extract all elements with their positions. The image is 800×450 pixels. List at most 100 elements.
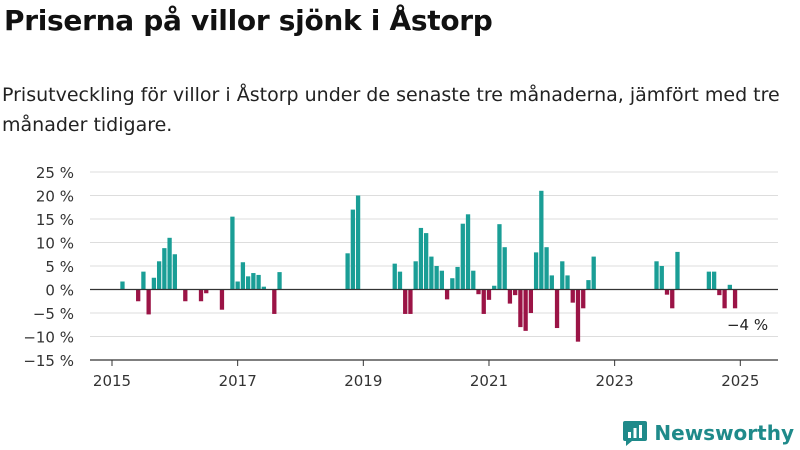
bar <box>230 216 235 290</box>
brand-name: Newsworthy <box>654 421 794 445</box>
bar <box>245 276 251 290</box>
bar <box>167 237 172 290</box>
y-tick-label: 0 % <box>45 282 74 300</box>
bar <box>518 289 523 328</box>
bar <box>460 223 465 290</box>
bar <box>706 271 712 290</box>
bar <box>711 271 717 290</box>
y-tick-label: −5 % <box>33 305 74 323</box>
bar <box>533 252 539 290</box>
bar <box>156 261 162 290</box>
bar <box>136 289 141 302</box>
bar <box>219 289 225 310</box>
bar <box>581 289 586 309</box>
bars <box>120 190 738 342</box>
bar <box>355 195 361 290</box>
bar <box>198 289 204 302</box>
bar <box>492 285 497 290</box>
bar <box>722 289 727 309</box>
bar <box>429 256 434 290</box>
bar <box>397 271 403 290</box>
bar <box>418 227 424 290</box>
x-tick-label: 2023 <box>596 372 634 390</box>
bar <box>664 289 670 295</box>
bar <box>403 289 408 314</box>
bar <box>486 289 492 300</box>
bar <box>450 278 455 290</box>
bar <box>497 224 502 290</box>
x-tick-label: 2015 <box>93 372 131 390</box>
bar <box>183 289 188 302</box>
y-tick-label: 20 % <box>36 188 74 206</box>
bar <box>345 253 350 290</box>
bar <box>481 289 486 314</box>
y-tick-label: 15 % <box>36 211 74 229</box>
bar <box>204 289 209 294</box>
x-axis: 2015 2017 2019 2021 2023 2025 <box>90 359 778 390</box>
bar <box>146 289 151 315</box>
bar <box>502 247 507 290</box>
bar <box>277 272 282 290</box>
bar <box>392 263 397 290</box>
bar <box>575 289 581 342</box>
bar <box>591 256 596 290</box>
x-tick-label: 2019 <box>344 372 382 390</box>
bar <box>251 273 256 290</box>
page-title: Priserna på villor sjönk i Åstorp <box>4 4 493 37</box>
bar <box>732 289 738 309</box>
bar <box>586 280 591 290</box>
bar <box>424 233 429 290</box>
y-axis-ticks: 25 % 20 % 15 % 10 % 5 % 0 % −5 % −10 % −15 % <box>23 164 74 370</box>
bar <box>465 214 471 290</box>
bar <box>444 289 450 300</box>
bar <box>261 286 266 290</box>
bar <box>256 274 261 290</box>
page-subtitle: Prisutveckling för villor i Åstorp under… <box>2 84 780 136</box>
bar <box>413 261 418 290</box>
grid-lines <box>90 171 778 361</box>
bar <box>151 277 157 290</box>
bar <box>120 281 125 290</box>
bar <box>528 289 534 313</box>
bar <box>272 289 277 314</box>
x-tick-label: 2017 <box>219 372 257 390</box>
y-tick-label: 5 % <box>45 258 74 276</box>
bar <box>162 248 167 290</box>
bar <box>513 289 518 296</box>
bar <box>455 266 460 290</box>
bar <box>675 251 680 290</box>
newsworthy-logo-icon <box>623 421 648 446</box>
bar <box>727 284 732 290</box>
bar <box>476 289 481 295</box>
annotations: −4 % <box>727 316 768 334</box>
bar <box>654 261 659 290</box>
bar <box>565 275 570 290</box>
bar <box>439 270 445 290</box>
bar <box>507 289 513 304</box>
bar <box>539 190 544 290</box>
x-tick-label: 2021 <box>470 372 508 390</box>
bar <box>560 261 565 290</box>
bar <box>434 266 439 290</box>
y-tick-label: 25 % <box>36 164 74 182</box>
bar <box>240 262 246 290</box>
annotation-label: −4 % <box>727 316 768 334</box>
y-tick-label: 10 % <box>36 235 74 253</box>
bar <box>408 289 413 314</box>
bar <box>235 281 240 290</box>
y-tick-label: −10 % <box>23 329 74 347</box>
bar <box>471 270 476 290</box>
bar <box>554 289 560 329</box>
bar <box>670 289 675 309</box>
bar <box>659 266 664 290</box>
bar <box>141 271 146 290</box>
bar <box>544 247 549 290</box>
brand-logo: Newsworthy <box>622 418 794 448</box>
bar <box>172 254 177 290</box>
bar <box>523 289 528 331</box>
x-tick-label: 2025 <box>721 372 759 390</box>
bar <box>549 275 554 290</box>
bar <box>570 289 575 303</box>
y-tick-label: −15 % <box>23 352 74 370</box>
